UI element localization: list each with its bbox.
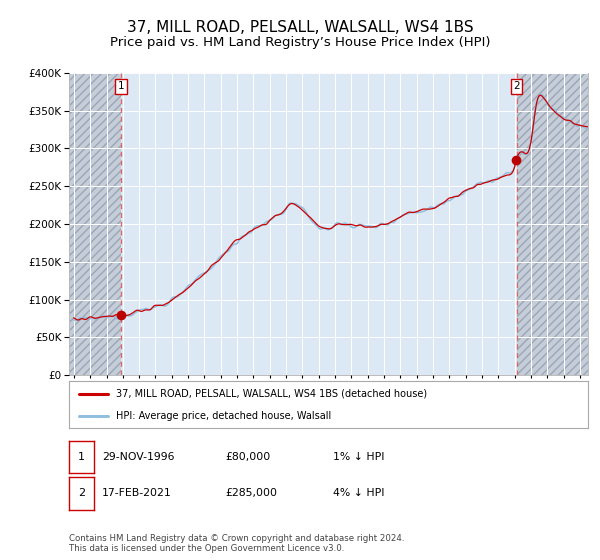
Text: £80,000: £80,000 xyxy=(225,452,270,462)
Text: Price paid vs. HM Land Registry’s House Price Index (HPI): Price paid vs. HM Land Registry’s House … xyxy=(110,36,490,49)
Bar xyxy=(517,73,596,375)
Text: 37, MILL ROAD, PELSALL, WALSALL, WS4 1BS (detached house): 37, MILL ROAD, PELSALL, WALSALL, WS4 1BS… xyxy=(116,389,427,399)
Text: 37, MILL ROAD, PELSALL, WALSALL, WS4 1BS: 37, MILL ROAD, PELSALL, WALSALL, WS4 1BS xyxy=(127,20,473,35)
Text: 1% ↓ HPI: 1% ↓ HPI xyxy=(333,452,385,462)
Bar xyxy=(66,73,121,375)
Text: 4% ↓ HPI: 4% ↓ HPI xyxy=(333,488,385,498)
Text: 2: 2 xyxy=(78,488,85,498)
Text: 1: 1 xyxy=(118,81,125,91)
Text: 2: 2 xyxy=(513,81,520,91)
Text: 1: 1 xyxy=(78,452,85,462)
Text: £285,000: £285,000 xyxy=(225,488,277,498)
Bar xyxy=(66,73,121,375)
Text: 29-NOV-1996: 29-NOV-1996 xyxy=(102,452,175,462)
Text: HPI: Average price, detached house, Walsall: HPI: Average price, detached house, Wals… xyxy=(116,410,331,421)
Text: Contains HM Land Registry data © Crown copyright and database right 2024.
This d: Contains HM Land Registry data © Crown c… xyxy=(69,534,404,553)
Text: 17-FEB-2021: 17-FEB-2021 xyxy=(102,488,172,498)
Bar xyxy=(517,73,596,375)
